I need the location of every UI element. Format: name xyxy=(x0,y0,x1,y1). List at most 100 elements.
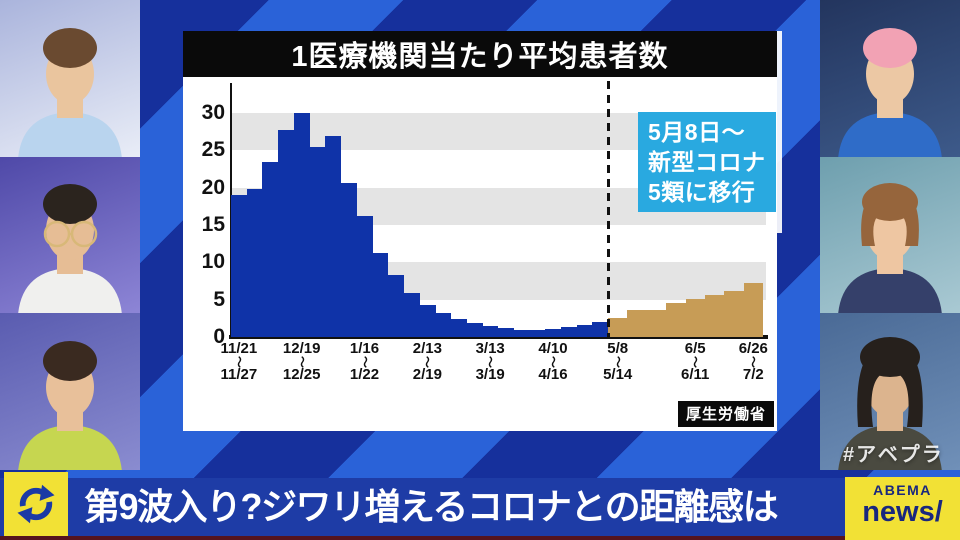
bar-week-26 xyxy=(646,310,667,337)
x-tick-connector: 〜 xyxy=(688,355,703,368)
x-tick-end: 3/19 xyxy=(475,366,505,383)
bar-week-13 xyxy=(435,313,452,337)
x-tick-connector: 〜 xyxy=(610,355,625,368)
x-tick-end: 12/25 xyxy=(282,366,321,383)
y-tick-20: 20 xyxy=(201,175,225,199)
chart-title: 1医療機関当たり平均患者数 xyxy=(291,41,669,73)
bar-week-4 xyxy=(293,112,310,337)
x-tick-connector: 〜 xyxy=(483,355,498,368)
bar-week-6 xyxy=(325,136,342,337)
panelist-video-left-bottom xyxy=(0,313,140,470)
x-tick-start: 4/10 xyxy=(538,340,568,357)
bar-week-8 xyxy=(356,216,373,337)
bar-week-11 xyxy=(403,292,420,337)
person-silhouette xyxy=(838,336,942,470)
bar-week-23 xyxy=(592,322,609,337)
bar-week-1 xyxy=(246,189,263,337)
x-tick-start: 6/5 xyxy=(684,340,706,357)
topic-icon-box xyxy=(4,472,68,536)
panel-edge-highlight xyxy=(777,31,782,233)
y-tick-30: 30 xyxy=(201,100,225,124)
annotation-box: 5月8日〜 新型コロナ 5類に移行 xyxy=(638,112,776,212)
abema-logo-line1: ABEMA xyxy=(873,482,932,498)
person-silhouette xyxy=(18,27,122,157)
bar-week-17 xyxy=(498,328,515,337)
x-tick-start: 1/16 xyxy=(349,340,380,357)
y-axis-line xyxy=(229,83,232,337)
x-tick-connector: 〜 xyxy=(746,355,761,368)
panelist-column-right xyxy=(820,0,960,470)
y-axis-labels: 0 5 10 15 20 25 30 xyxy=(183,95,225,347)
bar-week-7 xyxy=(340,183,358,337)
y-tick-25: 25 xyxy=(201,138,225,162)
x-tick-start: 6/26 xyxy=(738,340,768,357)
x-tick-end: 7/2 xyxy=(742,366,764,383)
bar-week-5 xyxy=(309,146,326,337)
bar-week-15 xyxy=(466,322,483,337)
panelist-video-right-bottom xyxy=(820,313,960,470)
annotation-line-1: 5月8日〜 xyxy=(648,119,746,145)
bar-week-19 xyxy=(529,329,546,337)
x-tick-2/13: 2/13 〜 2/19 xyxy=(395,341,459,383)
y-tick-5: 5 xyxy=(213,287,225,311)
person-silhouette xyxy=(18,184,122,314)
x-tick-end: 11/27 xyxy=(220,366,258,383)
x-tick-start: 11/21 xyxy=(220,340,258,357)
x-tick-4/10: 4/10 〜 4/16 xyxy=(521,341,585,383)
x-tick-start: 12/19 xyxy=(282,340,321,357)
x-tick-connector: 〜 xyxy=(357,355,372,368)
x-tick-11/21: 11/21 〜 11/27 xyxy=(207,341,271,383)
abema-logo-line2: news/ xyxy=(862,496,943,528)
panelist-video-left-top xyxy=(0,0,140,157)
bar-week-25 xyxy=(627,310,648,337)
bar-week-14 xyxy=(450,319,467,337)
x-tick-end: 6/11 xyxy=(681,366,710,383)
x-tick-6/5: 6/5 〜 6/11 xyxy=(663,341,727,383)
x-tick-connector: 〜 xyxy=(294,355,309,368)
x-tick-start: 5/8 xyxy=(607,340,629,357)
source-label: 厚生労働省 xyxy=(677,401,774,427)
x-tick-connector: 〜 xyxy=(420,355,435,368)
bar-week-27 xyxy=(666,302,686,337)
panelist-video-left-middle xyxy=(0,156,140,314)
chart-body: 0 5 10 15 20 25 30 11/21 〜 11/27 12/19 〜 12/25 1/16 〜… xyxy=(183,77,777,431)
x-tick-connector: 〜 xyxy=(546,355,561,368)
headline-text: 第9波入り?ジワリ増えるコロナとの距離感は xyxy=(84,486,779,527)
bar-week-24 xyxy=(608,317,628,337)
chart-panel: 1医療機関当たり平均患者数 0 5 10 15 20 25 30 11/21 〜 11/27 12… xyxy=(183,31,777,431)
x-tick-start: 2/13 xyxy=(412,340,442,357)
bar-week-31 xyxy=(743,283,764,337)
x-tick-end: 4/16 xyxy=(538,366,568,383)
person-silhouette xyxy=(18,340,122,470)
x-tick-end: 5/14 xyxy=(603,366,633,383)
cycle-arrows-icon xyxy=(17,484,55,524)
bar-week-10 xyxy=(388,275,405,337)
bar-week-28 xyxy=(685,298,706,337)
bar-week-16 xyxy=(482,325,499,337)
y-tick-10: 10 xyxy=(201,250,225,274)
x-tick-6/26: 6/26 〜 7/2 xyxy=(721,341,785,383)
headline-ticker: 第9波入り?ジワリ増えるコロナとの距離感は xyxy=(0,478,845,536)
panelist-video-right-top xyxy=(820,0,960,157)
person-silhouette xyxy=(838,27,942,157)
hashtag-watermark: #アベプラ xyxy=(843,444,944,466)
x-tick-start: 3/13 xyxy=(475,340,505,357)
bar-week-29 xyxy=(704,295,725,337)
bar-week-20 xyxy=(545,328,562,337)
y-tick-0: 0 xyxy=(213,325,225,348)
bar-week-3 xyxy=(278,130,295,337)
ticker-bottom-strip xyxy=(0,536,845,540)
x-tick-12/19: 12/19 〜 12/25 xyxy=(270,341,334,383)
x-tick-3/13: 3/13 〜 3/19 xyxy=(458,341,522,383)
bar-week-0 xyxy=(231,195,248,337)
annotation-line-3: 5類に移行 xyxy=(648,179,756,205)
person-silhouette xyxy=(838,183,942,314)
bar-week-18 xyxy=(513,329,530,337)
x-tick-connector: 〜 xyxy=(231,355,246,368)
panelist-column-left xyxy=(0,0,140,470)
abema-news-logo: ABEMA news/ xyxy=(845,477,960,540)
y-tick-15: 15 xyxy=(201,212,225,236)
bar-week-30 xyxy=(724,291,745,337)
panelist-video-right-middle xyxy=(820,156,960,314)
